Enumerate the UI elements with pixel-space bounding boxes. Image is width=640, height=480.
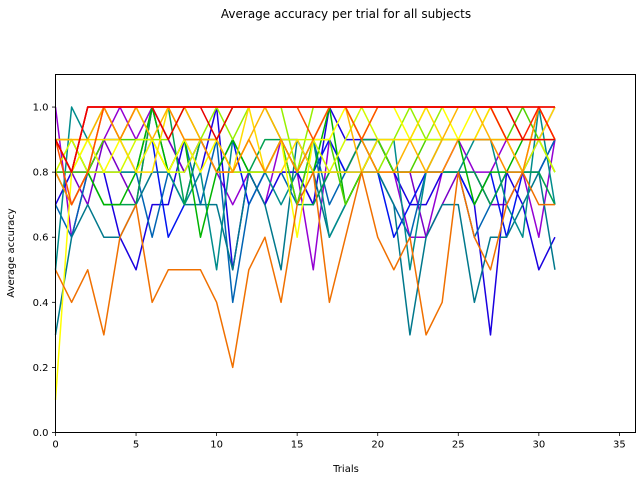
- y-tick-label: 0.6: [33, 233, 49, 244]
- y-tick-label: 0.8: [33, 168, 49, 179]
- y-tick-label: 1.0: [33, 103, 49, 114]
- series-line-8: [54, 106, 556, 206]
- x-tick-label: 20: [371, 440, 384, 451]
- y-axis-label: Average accuracy: [6, 208, 17, 297]
- x-axis-label: Trials: [332, 464, 359, 475]
- x-tick-label: 15: [291, 440, 304, 451]
- y-axis-ticks: 0.0 0.2 0.4 0.6 0.8 1.0: [33, 103, 56, 439]
- series-line-1: [54, 106, 556, 271]
- x-tick-label: 35: [613, 440, 626, 451]
- chart-title: Average accuracy per trial for all subje…: [221, 7, 471, 21]
- x-tick-label: 10: [210, 440, 223, 451]
- y-tick-label: 0.0: [33, 428, 49, 439]
- y-tick-label: 0.4: [33, 298, 49, 309]
- series-line-17: [54, 171, 555, 369]
- x-tick-label: 5: [133, 440, 139, 451]
- plot-frame: [55, 74, 636, 433]
- x-axis-ticks: 0 5 10 15 20 25 30 35: [52, 432, 626, 451]
- x-tick-label: 0: [52, 440, 58, 451]
- series-line-6: [54, 138, 556, 336]
- y-tick-label: 0.2: [33, 363, 49, 374]
- series-lines: [54, 106, 556, 401]
- x-tick-label: 25: [452, 440, 465, 451]
- series-line-21: [54, 106, 555, 173]
- x-tick-label: 30: [532, 440, 545, 451]
